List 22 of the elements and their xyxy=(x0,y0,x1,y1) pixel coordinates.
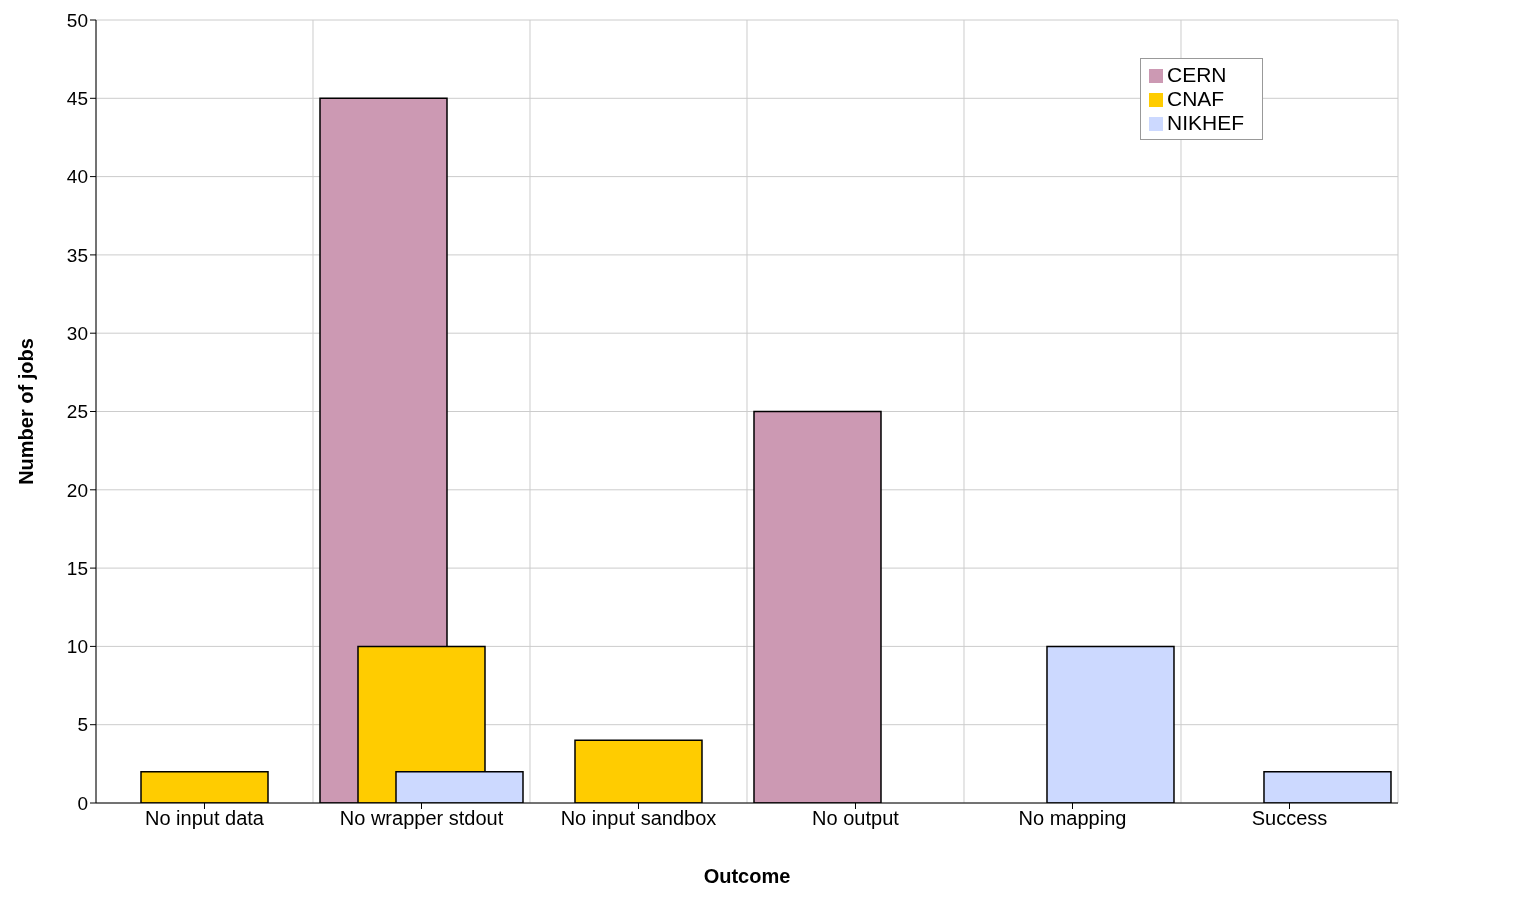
y-tick-label: 50 xyxy=(66,9,88,31)
x-tick-label: No input data xyxy=(145,807,265,830)
y-tick-label: 35 xyxy=(66,244,88,266)
legend-label: CNAF xyxy=(1166,87,1225,110)
y-tick-label: 25 xyxy=(66,401,88,423)
y-tick-label: 10 xyxy=(66,636,88,658)
y-axis-title: Number of jobs xyxy=(15,338,38,485)
legend-label: CERN xyxy=(1166,63,1227,86)
y-tick-label: 0 xyxy=(77,792,88,814)
x-axis-title: Outcome xyxy=(703,865,791,887)
y-tick-label: 20 xyxy=(66,479,88,501)
y-tick-label: 45 xyxy=(66,88,88,110)
y-tick-label: 15 xyxy=(66,557,88,579)
y-tick-label: 30 xyxy=(66,322,88,344)
x-tick-label: No wrapper stdout xyxy=(339,807,504,830)
y-tick-label: 40 xyxy=(66,166,88,188)
x-tick-label: Success xyxy=(1251,807,1328,830)
legend-label: NIKHEF xyxy=(1166,111,1244,134)
x-tick-label: No input sandbox xyxy=(560,807,717,830)
x-tick-label: No output xyxy=(812,807,900,830)
y-tick-label: 5 xyxy=(77,714,88,736)
x-tick-label: No mapping xyxy=(1018,807,1127,830)
